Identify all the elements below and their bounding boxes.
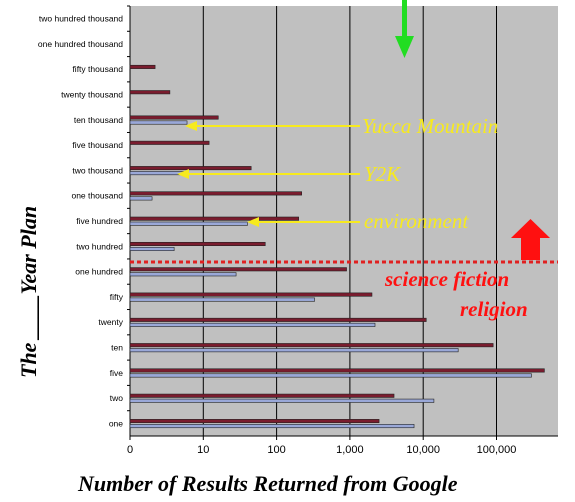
x-axis-title: Number of Results Returned from Google bbox=[77, 471, 458, 496]
red-up-arrow-icon bbox=[511, 219, 550, 260]
y-tick-label: five thousand bbox=[72, 140, 123, 150]
bar-series-1 bbox=[129, 267, 347, 272]
bar-series-1 bbox=[129, 140, 210, 145]
environment-arrow-icon bbox=[247, 217, 360, 227]
y-tick-label: one bbox=[109, 418, 123, 428]
bar-series-2 bbox=[129, 348, 459, 353]
bar-series-2 bbox=[129, 120, 188, 125]
y-title-blank: ____ bbox=[16, 295, 41, 341]
y-tick-label: twenty bbox=[98, 317, 123, 327]
y-title-part2: Year Plan bbox=[16, 206, 41, 295]
bar-series-1 bbox=[129, 368, 545, 373]
bar-series-2 bbox=[129, 373, 532, 378]
bar-series-1 bbox=[129, 292, 373, 297]
bar-series-1 bbox=[129, 216, 299, 221]
bar-series-1 bbox=[129, 90, 171, 95]
bar-series-1 bbox=[129, 166, 252, 171]
x-tick-label: 10,000 bbox=[406, 444, 440, 456]
annotation-scifi: science fiction bbox=[384, 267, 509, 291]
bar-series-2 bbox=[129, 398, 435, 403]
green-arrow-icon bbox=[395, 0, 414, 58]
y-tick-label: two hundred thousand bbox=[39, 14, 123, 24]
x-tick-label: 100,000 bbox=[477, 444, 517, 456]
x-tick-label: 10 bbox=[197, 444, 209, 456]
y-tick-label: one hundred thousand bbox=[38, 39, 123, 49]
y2k-arrow-icon bbox=[177, 169, 360, 179]
bar-series-1 bbox=[129, 419, 380, 424]
bar-series-2 bbox=[129, 272, 237, 277]
svg-text:The____Year Plan: The____Year Plan bbox=[16, 206, 41, 378]
y-tick-label: two hundred bbox=[76, 241, 123, 251]
y-tick-label: two thousand bbox=[72, 165, 123, 175]
y-tick-label: five hundred bbox=[76, 216, 123, 226]
y-tick-label: five bbox=[110, 368, 124, 378]
bar-series-2 bbox=[129, 297, 315, 302]
x-tick-label: 0 bbox=[127, 444, 133, 456]
yucca-arrow-icon bbox=[185, 121, 360, 131]
annotation-yucca: Yucca Mountain bbox=[362, 114, 498, 138]
y-tick-label: fifty thousand bbox=[72, 64, 123, 74]
bar-series-2 bbox=[129, 322, 376, 327]
bar-series-1 bbox=[129, 64, 156, 69]
annotation-y2k: Y2K bbox=[364, 162, 401, 186]
y-tick-label: one hundred bbox=[75, 267, 123, 277]
y-title-part1: The bbox=[16, 342, 41, 378]
annotation-religion: religion bbox=[460, 297, 528, 321]
annotation-environment: environment bbox=[364, 209, 469, 233]
bar-series-1 bbox=[129, 191, 302, 196]
x-tick-label: 1,000 bbox=[336, 444, 364, 456]
bar-series-2 bbox=[129, 246, 175, 251]
bar-series-2 bbox=[129, 221, 248, 226]
y-tick-label: two bbox=[110, 393, 124, 403]
bar-series-2 bbox=[129, 196, 153, 201]
bar-series-1 bbox=[129, 393, 395, 398]
bar-series-1 bbox=[129, 241, 266, 246]
y-tick-label: twenty thousand bbox=[61, 90, 123, 100]
y-tick-label: ten bbox=[111, 342, 123, 352]
bar-series-1 bbox=[129, 317, 427, 322]
x-tick-label: 100 bbox=[267, 444, 285, 456]
bar-series-1 bbox=[129, 115, 219, 120]
y-tick-label: fifty bbox=[110, 292, 124, 302]
y-tick-label: ten thousand bbox=[74, 115, 123, 125]
y-tick-label: one thousand bbox=[71, 191, 123, 201]
bar-series-1 bbox=[129, 343, 494, 348]
bar-series-2 bbox=[129, 424, 415, 429]
y-axis-title: The____Year Plan bbox=[16, 206, 41, 378]
